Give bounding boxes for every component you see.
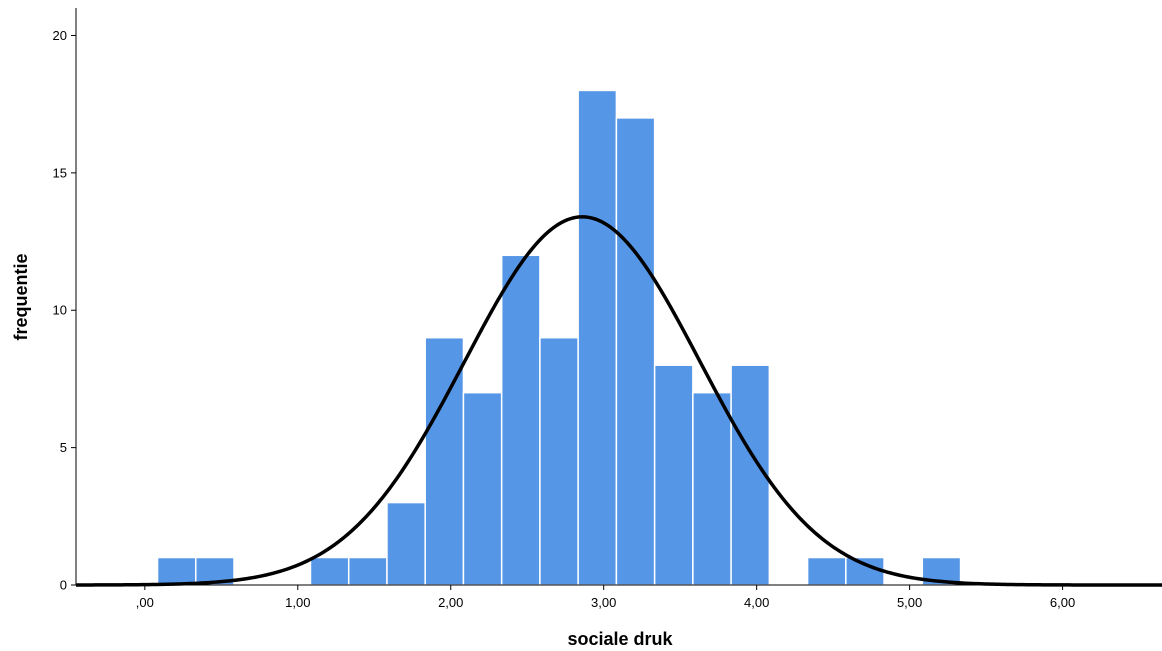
histogram-bar [845,556,885,586]
x-tick-label: 4,00 [744,595,769,610]
labels-layer: sociale druk frequentie [11,253,674,649]
normal-distribution-curve [76,215,1162,587]
histogram-bar [156,556,197,586]
y-tick-label: 5 [60,440,67,455]
y-axis-title: frequentie [11,253,31,340]
histogram-bar [500,254,541,586]
x-tick-label: 1,00 [285,595,310,610]
x-tick-label: 6,00 [1050,595,1075,610]
curve-layer [76,215,1162,587]
histogram-bar [577,89,618,586]
x-axis-title: sociale druk [567,629,673,649]
histogram-bar [309,556,350,586]
y-tick-label: 10 [53,303,67,318]
x-tick-label: 5,00 [897,595,922,610]
histogram-bar [386,501,426,586]
histogram-bar [539,336,579,586]
x-tick-label: 2,00 [438,595,463,610]
x-tick-label: ,00 [136,595,154,610]
histogram-bar [653,364,694,586]
y-tick-label: 15 [53,165,67,180]
y-tick-label: 20 [53,28,67,43]
histogram-bar [692,391,732,586]
y-tick-label: 0 [60,578,67,593]
histogram-bar [615,117,656,586]
bars-layer [156,89,962,586]
axes-layer: 0 5 10 15 20 ,00 1,00 2,00 3,00 4,00 5,00 6,00 [53,8,1162,610]
x-tick-label: 3,00 [591,595,616,610]
histogram-bar [462,391,503,586]
histogram-bar [347,556,388,586]
histogram-bar [806,556,847,586]
